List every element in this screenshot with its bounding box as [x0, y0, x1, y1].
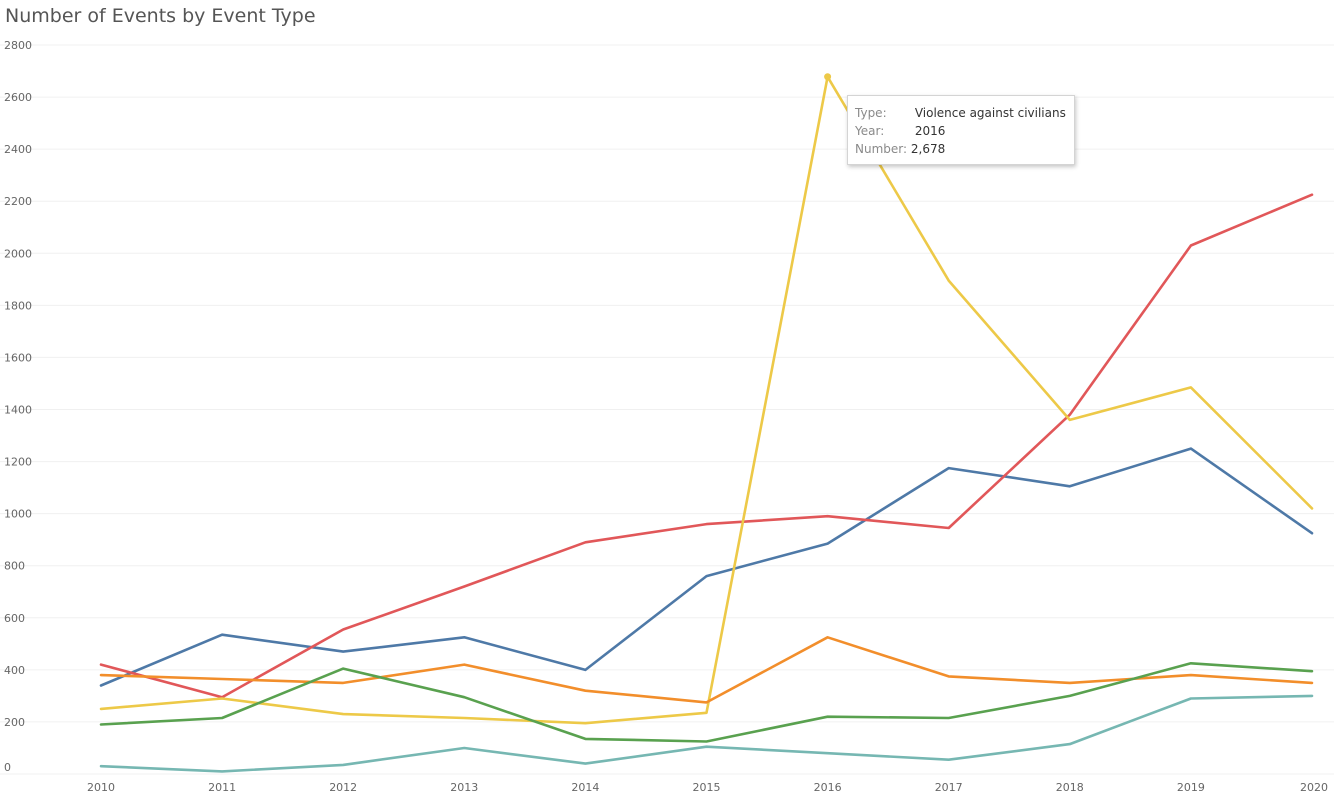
series-line-0[interactable] [99, 447, 1314, 687]
x-tick-label: 2011 [208, 781, 236, 794]
y-axis-ticks: 0 200 400 600 800 1000 1200 1400 1600 1800 2000 220… [4, 39, 32, 774]
series-lines[interactable] [99, 73, 1314, 773]
x-tick-label: 2014 [571, 781, 599, 794]
series-line-5[interactable] [99, 694, 1314, 773]
y-tick-label: 2600 [4, 91, 32, 104]
x-tick-label: 2010 [87, 781, 115, 794]
y-tick-label: 1600 [4, 351, 32, 364]
x-tick-label: 2013 [450, 781, 478, 794]
y-tick-label: 200 [4, 716, 25, 729]
gridlines [0, 44, 1334, 775]
y-tick-label: 600 [4, 612, 25, 625]
highlighted-point[interactable] [824, 73, 832, 81]
x-tick-label: 2015 [693, 781, 721, 794]
x-tick-label: 2012 [329, 781, 357, 794]
series-line-4[interactable] [99, 661, 1314, 743]
tooltip-number-value: 2,678 [910, 142, 946, 156]
series-line-1[interactable] [99, 193, 1314, 699]
y-tick-label: 1200 [4, 456, 32, 469]
y-tick-label: 2800 [4, 39, 32, 52]
chart-title: Number of Events by Event Type [5, 5, 316, 27]
data-tooltip: Type: Violence against civilians Year: 2… [847, 95, 1075, 165]
y-tick-label: 400 [4, 664, 25, 677]
x-tick-label: 2020 [1300, 781, 1328, 794]
x-tick-label: 2017 [935, 781, 963, 794]
tooltip-year-key: Year: [855, 124, 885, 138]
y-tick-label: 2000 [4, 247, 32, 260]
x-tick-label: 2016 [814, 781, 842, 794]
x-tick-label: 2019 [1177, 781, 1205, 794]
y-tick-label: 1000 [4, 508, 32, 521]
y-tick-label: 2400 [4, 143, 32, 156]
tooltip-type-value: Violence against civilians [914, 106, 1066, 120]
series-line-2[interactable] [99, 75, 1314, 725]
tooltip-number-key: Number: [855, 142, 908, 156]
series-line-3[interactable] [99, 635, 1314, 704]
tooltip-year-value: 2016 [914, 124, 946, 138]
y-tick-label: 0 [4, 761, 11, 774]
y-tick-label: 1400 [4, 404, 32, 417]
y-tick-label: 1800 [4, 299, 32, 312]
x-tick-label: 2018 [1056, 781, 1084, 794]
tooltip-type-key: Type: [855, 106, 887, 120]
y-tick-label: 800 [4, 560, 25, 573]
x-axis-ticks: 2010 2011 2012 2013 2014 2015 2016 2017 2018 2019… [87, 781, 1328, 794]
y-tick-label: 2200 [4, 195, 32, 208]
